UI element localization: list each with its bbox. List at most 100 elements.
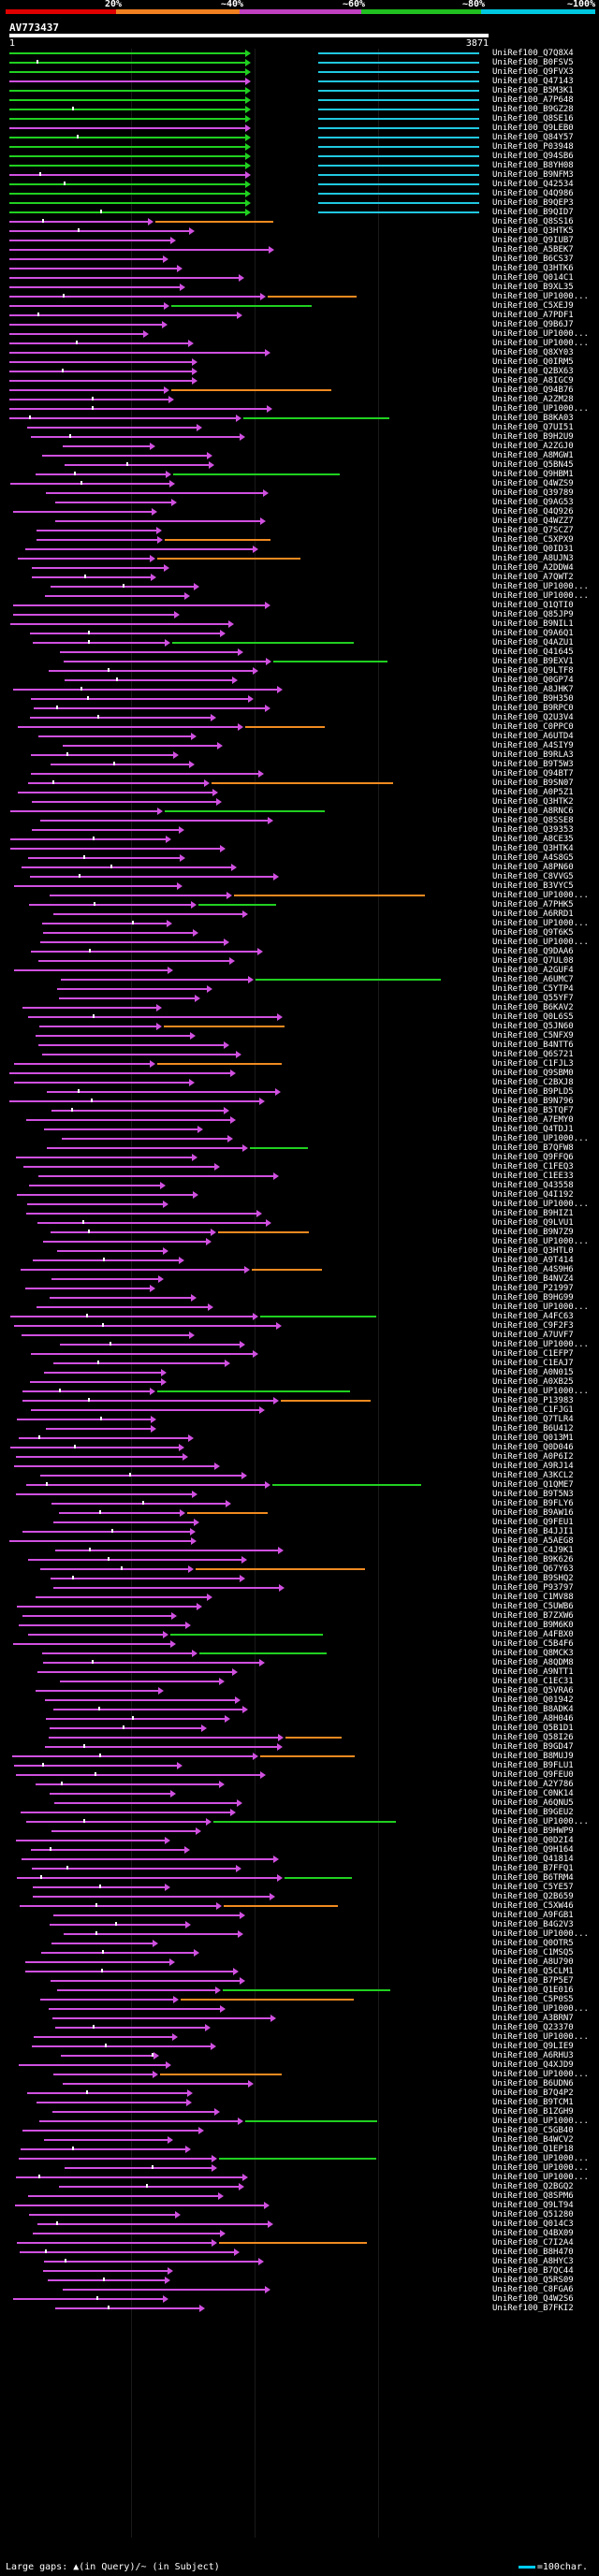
hit-label[interactable]: UniRef100_A9FGB1 xyxy=(492,1911,574,1920)
hit-row[interactable]: UniRef100_A7PHK5 xyxy=(0,900,599,910)
hit-row[interactable]: UniRef100_C1MV88 xyxy=(0,1593,599,1602)
hit-row[interactable]: UniRef100_B5M3K1 xyxy=(0,86,599,95)
hit-row[interactable]: UniRef100_B4NTT6 xyxy=(0,1041,599,1050)
hit-label[interactable]: UniRef100_C5YTP4 xyxy=(492,984,574,994)
hit-label[interactable]: UniRef100_C1EFP7 xyxy=(492,1349,574,1359)
hit-label[interactable]: UniRef100_A7UVF7 xyxy=(492,1331,574,1340)
hit-row[interactable]: UniRef100_UP1000... xyxy=(0,2163,599,2173)
hit-row[interactable]: UniRef100_Q8MCK3 xyxy=(0,1649,599,1658)
hit-label[interactable]: UniRef100_Q4Q986 xyxy=(492,189,574,198)
hit-row[interactable]: UniRef100_C1EAJ7 xyxy=(0,1359,599,1368)
hit-label[interactable]: UniRef100_C5XW46 xyxy=(492,1901,574,1911)
hit-label[interactable]: UniRef100_Q2U3V4 xyxy=(492,713,574,722)
hit-label[interactable]: UniRef100_Q94B76 xyxy=(492,386,574,395)
hit-row[interactable]: UniRef100_B4JJI1 xyxy=(0,1527,599,1536)
hit-row[interactable]: UniRef100_C5P0S5 xyxy=(0,1995,599,2004)
hit-row[interactable]: UniRef100_UP1000... xyxy=(0,1237,599,1246)
hit-row[interactable]: UniRef100_Q3HTK5 xyxy=(0,226,599,236)
hit-row[interactable]: UniRef100_Q9FEU1 xyxy=(0,1518,599,1527)
hit-row[interactable]: UniRef100_C5XPX9 xyxy=(0,535,599,545)
hit-row[interactable]: UniRef100_B7Q4P2 xyxy=(0,2088,599,2098)
hit-row[interactable]: UniRef100_Q1EP18 xyxy=(0,2145,599,2154)
hit-row[interactable]: UniRef100_Q8SPM6 xyxy=(0,2191,599,2201)
hit-row[interactable]: UniRef100_B9HIZ1 xyxy=(0,1209,599,1218)
hit-label[interactable]: UniRef100_B9SHQ2 xyxy=(492,1574,574,1583)
hit-label[interactable]: UniRef100_B9SN07 xyxy=(492,779,574,788)
hit-row[interactable]: UniRef100_C1FJG1 xyxy=(0,1405,599,1415)
hit-label[interactable]: UniRef100_C1EE33 xyxy=(492,1172,574,1181)
hit-label[interactable]: UniRef100_Q4Q926 xyxy=(492,507,574,517)
hit-label[interactable]: UniRef100_C5YE57 xyxy=(492,1883,574,1892)
hit-label[interactable]: UniRef100_B7Q4P2 xyxy=(492,2088,574,2098)
hit-label[interactable]: UniRef100_B8YH08 xyxy=(492,161,574,170)
hit-label[interactable]: UniRef100_UP1000... xyxy=(492,2032,589,2042)
hit-label[interactable]: UniRef100_B5TQF7 xyxy=(492,1106,574,1115)
hit-label[interactable]: UniRef100_B8H470 xyxy=(492,2248,574,2257)
hit-label[interactable]: UniRef100_Q9DAA6 xyxy=(492,947,574,956)
hit-label[interactable]: UniRef100_Q4W2S6 xyxy=(492,2294,574,2304)
hit-row[interactable]: UniRef100_Q9LVU1 xyxy=(0,1218,599,1228)
hit-label[interactable]: UniRef100_Q8MCK3 xyxy=(492,1649,574,1658)
hit-row[interactable]: UniRef100_B9EXV1 xyxy=(0,657,599,666)
hit-row[interactable]: UniRef100_Q9A6Q1 xyxy=(0,629,599,638)
hit-label[interactable]: UniRef100_B9RLA3 xyxy=(492,750,574,760)
hit-row[interactable]: UniRef100_Q94BT7 xyxy=(0,769,599,779)
hit-label[interactable]: UniRef100_Q85JP9 xyxy=(492,610,574,619)
hit-row[interactable]: UniRef100_Q6S721 xyxy=(0,1050,599,1059)
hit-row[interactable]: UniRef100_C8FGA6 xyxy=(0,2285,599,2294)
hit-row[interactable]: UniRef100_B9AW16 xyxy=(0,1508,599,1518)
hit-row[interactable]: UniRef100_Q3HTK6 xyxy=(0,264,599,273)
hit-row[interactable]: UniRef100_UP1000... xyxy=(0,1387,599,1396)
hit-label[interactable]: UniRef100_B7ZXW6 xyxy=(492,1611,574,1621)
hit-row[interactable]: UniRef100_Q9LIE9 xyxy=(0,2042,599,2051)
hit-label[interactable]: UniRef100_UP1000... xyxy=(492,1200,589,1209)
hit-row[interactable]: UniRef100_Q41814 xyxy=(0,1855,599,1864)
hit-row[interactable]: UniRef100_A9T414 xyxy=(0,1256,599,1265)
hit-row[interactable]: UniRef100_UP1000... xyxy=(0,891,599,900)
hit-label[interactable]: UniRef100_UP1000... xyxy=(492,2173,589,2182)
hit-label[interactable]: UniRef100_B9XL35 xyxy=(492,283,574,292)
hit-row[interactable]: UniRef100_A0P5Z1 xyxy=(0,788,599,797)
hit-label[interactable]: UniRef100_UP1000... xyxy=(492,1387,589,1396)
hit-row[interactable]: UniRef100_Q39353 xyxy=(0,825,599,835)
hit-label[interactable]: UniRef100_B8ADK4 xyxy=(492,1705,574,1714)
hit-row[interactable]: UniRef100_Q9IUB7 xyxy=(0,236,599,245)
hit-label[interactable]: UniRef100_Q9H164 xyxy=(492,1845,574,1855)
hit-label[interactable]: UniRef100_UP1000... xyxy=(492,2163,589,2173)
hit-label[interactable]: UniRef100_C1EC31 xyxy=(492,1677,574,1686)
hit-label[interactable]: UniRef100_UP1000... xyxy=(492,329,589,339)
hit-label[interactable]: UniRef100_Q58I26 xyxy=(492,1733,574,1742)
hit-label[interactable]: UniRef100_C7I2A4 xyxy=(492,2238,574,2248)
hit-label[interactable]: UniRef100_Q3HTK6 xyxy=(492,264,574,273)
hit-row[interactable]: UniRef100_UP1000... xyxy=(0,404,599,414)
hit-label[interactable]: UniRef100_Q4WZS9 xyxy=(492,479,574,488)
hit-row[interactable]: UniRef100_B7FFQ1 xyxy=(0,1864,599,1873)
hit-label[interactable]: UniRef100_C1FJL3 xyxy=(492,1059,574,1069)
hit-row[interactable]: UniRef100_B9PLD5 xyxy=(0,1087,599,1097)
hit-row[interactable]: UniRef100_Q7UL08 xyxy=(0,956,599,966)
hit-row[interactable]: UniRef100_Q5RS09 xyxy=(0,2276,599,2285)
hit-row[interactable]: UniRef100_B6UDN6 xyxy=(0,2079,599,2088)
hit-label[interactable]: UniRef100_B9TCM1 xyxy=(492,2098,574,2107)
hit-row[interactable]: UniRef100_A8CE35 xyxy=(0,835,599,844)
hit-row[interactable]: UniRef100_A5AEG8 xyxy=(0,1536,599,1546)
hit-row[interactable]: UniRef100_A9FGB1 xyxy=(0,1911,599,1920)
hit-label[interactable]: UniRef100_Q3HTK2 xyxy=(492,797,574,807)
hit-label[interactable]: UniRef100_B9H350 xyxy=(492,694,574,704)
hit-label[interactable]: UniRef100_C0NK14 xyxy=(492,1789,574,1798)
hit-row[interactable]: UniRef100_A5BEK7 xyxy=(0,245,599,255)
hit-row[interactable]: UniRef100_Q8SS16 xyxy=(0,217,599,226)
hit-label[interactable]: UniRef100_UP1000... xyxy=(492,292,589,301)
hit-label[interactable]: UniRef100_A8U790 xyxy=(492,1957,574,1967)
hit-label[interactable]: UniRef100_C5XEJ9 xyxy=(492,301,574,311)
hit-label[interactable]: UniRef100_B6TRM4 xyxy=(492,1873,574,1883)
hit-label[interactable]: UniRef100_Q9A6Q1 xyxy=(492,629,574,638)
hit-label[interactable]: UniRef100_Q01942 xyxy=(492,1696,574,1705)
hit-row[interactable]: UniRef100_Q3HTL0 xyxy=(0,1246,599,1256)
hit-row[interactable]: UniRef100_Q8SE16 xyxy=(0,114,599,124)
hit-label[interactable]: UniRef100_Q7TLR4 xyxy=(492,1415,574,1424)
hit-label[interactable]: UniRef100_B7P5E7 xyxy=(492,1976,574,1986)
hit-row[interactable]: UniRef100_UP1000... xyxy=(0,329,599,339)
hit-row[interactable]: UniRef100_C5XEJ9 xyxy=(0,301,599,311)
hit-row[interactable]: UniRef100_B9FLY6 xyxy=(0,1499,599,1508)
